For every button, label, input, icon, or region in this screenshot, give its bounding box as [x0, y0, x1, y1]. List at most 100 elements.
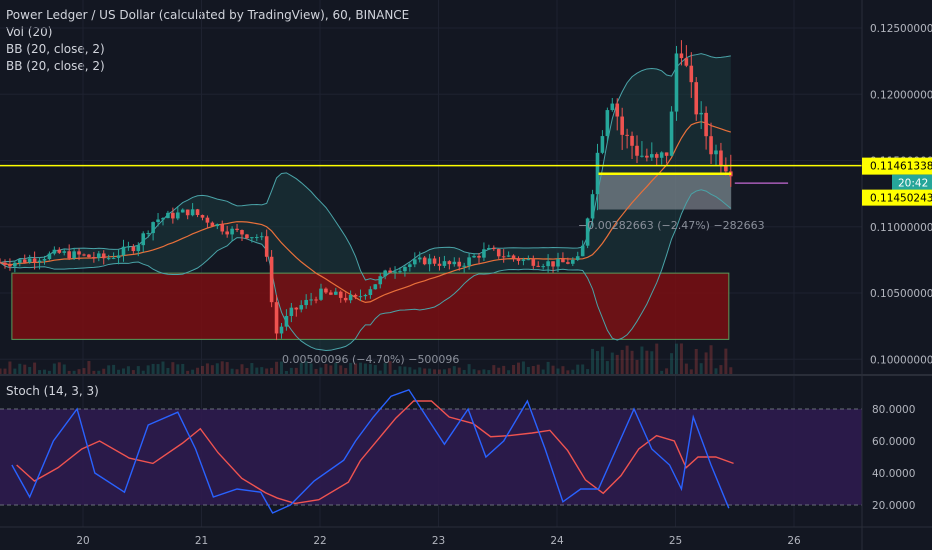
volume-bar	[334, 362, 338, 374]
candle-body	[146, 233, 150, 235]
time-tick-label: 25	[669, 535, 682, 547]
candle-body	[8, 264, 12, 267]
candle-body	[511, 255, 516, 259]
volume-bar	[714, 368, 718, 374]
volume-bar	[230, 368, 234, 374]
volume-bar	[645, 350, 649, 374]
volume-bar	[502, 365, 506, 374]
volume-bar	[586, 369, 590, 374]
volume-bar	[329, 365, 333, 374]
candle-body	[274, 302, 279, 334]
candle-body	[180, 209, 185, 213]
stoch-tick-label: 20.0000	[872, 500, 915, 512]
candle-body	[541, 266, 545, 268]
volume-bar	[408, 367, 412, 374]
candle-body	[13, 262, 17, 267]
candle-body	[195, 209, 200, 216]
candle-body	[546, 261, 550, 267]
volume-bar	[561, 366, 565, 374]
volume-bar	[610, 352, 614, 374]
volume-bar	[240, 364, 244, 374]
candle-body	[37, 260, 42, 263]
candle-body	[472, 255, 476, 258]
volume-bar	[151, 363, 155, 374]
volume-bar	[87, 361, 91, 374]
volume-bar	[719, 365, 723, 374]
candle-body	[343, 297, 348, 301]
volume-bar	[181, 363, 185, 374]
legend-bb-2[interactable]: BB (20, close, 2)	[6, 59, 105, 73]
legend-bb-1[interactable]: BB (20, close, 2)	[6, 42, 105, 56]
volume-bar	[378, 370, 382, 374]
bollinger-lower-line	[0, 189, 732, 351]
time-tick-label: 21	[195, 535, 208, 547]
main-price-pane: 0.00500096 (−4.70%) −500096 −0.00282663 (…	[0, 0, 862, 374]
stoch-k-line	[11, 388, 730, 514]
candle-body	[506, 255, 511, 257]
measure-label-lower: 0.00500096 (−4.70%) −500096	[282, 353, 459, 366]
candle-body	[516, 258, 521, 261]
volume-bar	[92, 370, 96, 374]
candle-body	[97, 253, 101, 258]
volume-bar	[141, 370, 145, 374]
volume-bar	[349, 362, 353, 374]
candle-body	[566, 262, 570, 264]
volume-bar	[358, 362, 362, 374]
candle-body	[388, 270, 392, 273]
volume-bar	[551, 365, 555, 374]
volume-bar	[665, 368, 669, 374]
volume-bar	[413, 369, 417, 374]
candle-body	[319, 288, 323, 300]
candle-body	[373, 284, 378, 290]
candle-body	[630, 135, 634, 146]
volume-bar	[507, 370, 511, 374]
candle-body	[151, 222, 155, 234]
volume-bar	[516, 362, 520, 374]
volume-bar	[205, 363, 209, 374]
volume-bar	[47, 370, 51, 374]
volume-bar	[0, 368, 2, 374]
candle-body	[422, 257, 427, 265]
volume-bar	[107, 365, 111, 374]
legend-stoch[interactable]: Stoch (14, 3, 3)	[6, 384, 99, 398]
volume-bar	[136, 366, 140, 374]
time-tick-label: 26	[787, 535, 801, 547]
volume-bar	[339, 365, 343, 374]
volume-bar	[477, 370, 481, 374]
last-price-badge	[862, 157, 932, 175]
candle-body	[679, 53, 684, 59]
volume-bar	[625, 345, 629, 374]
volume-bar	[442, 369, 446, 374]
candle-body	[719, 150, 723, 167]
candle-body	[654, 154, 659, 158]
candle-body	[190, 209, 195, 216]
candle-body	[245, 234, 249, 239]
volume-bar	[161, 361, 165, 374]
candle-body	[432, 258, 437, 264]
candle-body	[329, 292, 333, 295]
volume-bar	[428, 368, 432, 374]
volume-bar	[709, 345, 713, 374]
level-price-badge	[862, 189, 932, 206]
candle-body	[605, 110, 610, 137]
volume-bar	[112, 364, 116, 374]
stoch-tick-label: 40.0000	[872, 468, 915, 480]
measure-label-upper: −0.00282663 (−2.47%) −282663	[578, 219, 765, 232]
volume-bar	[23, 364, 27, 374]
volume-bar	[156, 364, 160, 374]
candle-body	[220, 224, 225, 232]
candle-body	[3, 262, 7, 265]
candle-body	[580, 245, 585, 257]
candle-body	[585, 218, 590, 246]
candle-body	[600, 136, 605, 153]
volume-bar	[640, 346, 644, 374]
candle-body	[536, 265, 541, 267]
volume-bar	[393, 369, 397, 374]
volume-bar	[196, 367, 200, 374]
volume-bar	[684, 363, 688, 374]
volume-bar	[28, 367, 32, 374]
candle-body	[714, 150, 718, 155]
candle-body	[378, 276, 383, 285]
